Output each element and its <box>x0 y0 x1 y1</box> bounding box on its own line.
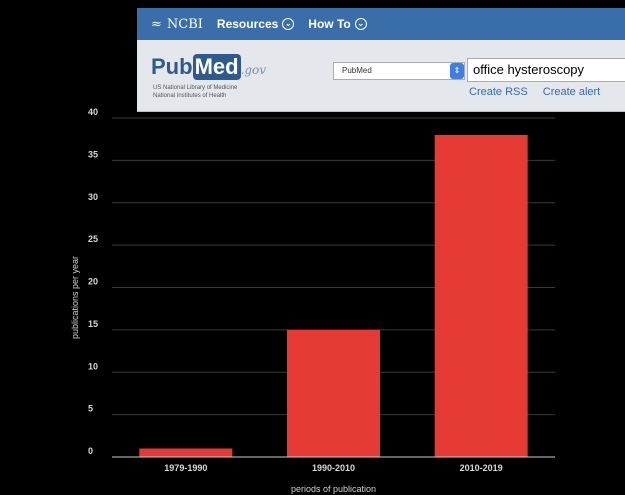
chevron-down-icon: ⌄ <box>354 18 367 30</box>
howto-label: How To <box>308 17 351 31</box>
pubmed-search-panel: PubMed .gov US National Library of Medici… <box>137 40 625 112</box>
bars <box>139 134 528 457</box>
database-select-value: PubMed <box>342 66 372 75</box>
database-select[interactable]: PubMed ⇕ <box>333 62 465 80</box>
pubmed-logo-med: Med <box>192 54 241 80</box>
y-tick-label: 10 <box>88 361 98 371</box>
resources-label: Resources <box>216 17 279 31</box>
y-axis-title: publications per year <box>70 256 80 339</box>
y-tick-label: 35 <box>88 149 98 159</box>
subtitle-line-1: US National Library of Medicine <box>153 85 238 91</box>
y-tick-label: 5 <box>88 404 93 414</box>
create-alert-link[interactable]: Create alert <box>542 86 601 98</box>
y-tick-label: 30 <box>88 192 98 202</box>
x-tick-label: 1990-2010 <box>312 463 355 473</box>
x-tick-label: 1979-1990 <box>164 463 207 473</box>
ncbi-helix-icon: ≈ <box>151 16 162 32</box>
y-tick-label: 0 <box>88 446 93 456</box>
pubmed-subtitle: US National Library of Medicine National… <box>153 84 237 100</box>
chevron-down-icon: ⌄ <box>282 18 295 30</box>
pubmed-logo[interactable]: PubMed .gov <box>151 54 266 80</box>
bar-1979-1990 <box>139 448 233 457</box>
howto-menu[interactable]: How To ⌄ <box>308 17 367 31</box>
x-tick-label: 2010-2019 <box>460 463 503 473</box>
ncbi-top-bar: ≈ NCBI Resources ⌄ How To ⌄ <box>137 8 625 40</box>
y-tick-label: 25 <box>88 234 98 244</box>
ncbi-label: NCBI <box>166 16 203 32</box>
resources-menu[interactable]: Resources ⌄ <box>216 17 295 31</box>
subtitle-line-2: National Institutes of Health <box>153 93 227 99</box>
y-tick-label: 15 <box>88 319 98 329</box>
x-tick-labels: 1979-1990 1990-2010 2010-2019 <box>164 463 502 473</box>
pubmed-logo-pub: Pub <box>151 54 193 79</box>
create-rss-link[interactable]: Create RSS <box>469 86 528 98</box>
ncbi-logo[interactable]: ≈ NCBI <box>151 17 203 32</box>
y-tick-label: 20 <box>88 277 98 287</box>
bar-2010-2019 <box>434 134 528 457</box>
y-tick-label: 40 <box>88 107 98 117</box>
pubmed-logo-gov: .gov <box>240 63 267 77</box>
search-input[interactable]: office hysteroscopy <box>467 58 625 82</box>
x-axis-title: periods of publication <box>291 484 376 494</box>
y-tick-labels: 0 5 10 15 20 25 30 35 40 <box>88 107 98 456</box>
bar-1990-2010 <box>287 329 380 457</box>
select-arrows-icon: ⇕ <box>450 63 464 79</box>
search-links: Create RSS Create alert <box>469 86 612 98</box>
